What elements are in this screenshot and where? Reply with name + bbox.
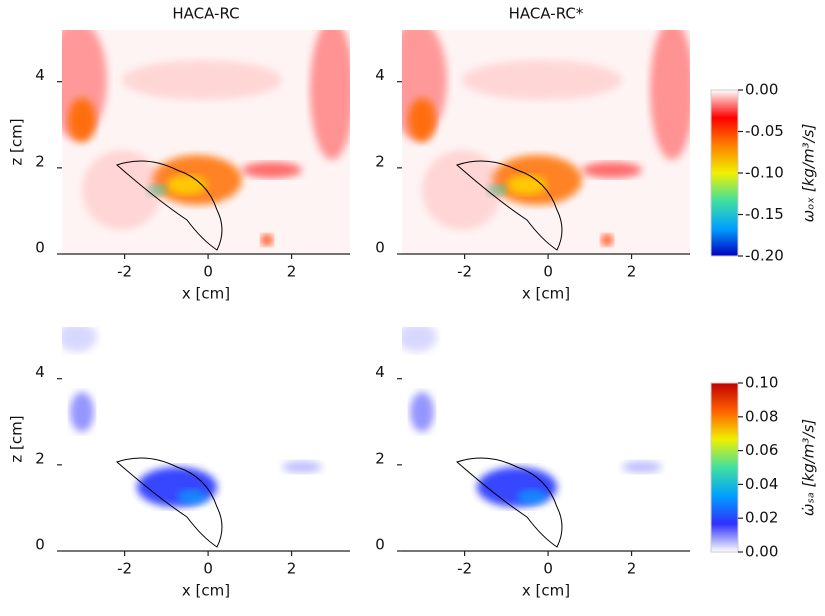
field-region: [602, 552, 612, 562]
colorbar-tick-label: 0.06: [745, 441, 778, 459]
field-region: [261, 234, 273, 246]
flame-contour: [456, 457, 563, 548]
x-tick-label: 0: [543, 263, 553, 281]
field-region: [137, 467, 217, 507]
field-region: [507, 175, 547, 195]
flame-contour: [456, 160, 563, 251]
field-region: [402, 327, 437, 352]
x-tick-label: -2: [457, 263, 472, 281]
y-tick-label: 4: [35, 66, 45, 84]
y-tick-label: 0: [375, 239, 385, 257]
field-region: [282, 461, 322, 473]
y-tick-label: 4: [35, 363, 45, 381]
field-background: [62, 327, 350, 551]
y-tick-label: 2: [35, 449, 45, 467]
field-region: [310, 30, 350, 160]
y-axis-label: z [cm]: [8, 118, 26, 165]
field-region: [582, 162, 642, 178]
colorbar-tick-label: 0.10: [745, 374, 778, 392]
field: [62, 327, 350, 562]
y-axis-label: z [cm]: [8, 415, 26, 462]
x-axis-label: x [cm]: [182, 285, 230, 303]
field-region: [408, 98, 436, 142]
field-region: [517, 489, 547, 505]
x-tick-label: 2: [627, 560, 637, 578]
field-region: [410, 392, 434, 432]
flame-contour: [116, 160, 223, 251]
y-tick-label: 2: [375, 152, 385, 170]
field-region: [82, 150, 162, 230]
x-tick-label: -2: [117, 263, 132, 281]
colorbar: [710, 382, 739, 553]
colorbar-tick-label: -0.20: [745, 247, 784, 265]
field: [62, 30, 350, 254]
field-region: [462, 60, 622, 100]
colorbar-tick-label: -0.10: [745, 164, 784, 182]
colorbar-label: ω̇ₛₐ [kg/m³/s]: [800, 419, 818, 516]
field-region: [650, 30, 690, 160]
field-region: [62, 327, 97, 352]
y-tick-label: 4: [375, 66, 385, 84]
field-region: [262, 552, 272, 562]
colorbar-label: ωₒₓ [kg/m³/s]: [800, 124, 818, 223]
field-background: [402, 327, 690, 551]
colorbar: [710, 89, 739, 257]
x-tick-label: 2: [627, 263, 637, 281]
field-region: [177, 489, 207, 505]
field: [402, 327, 690, 562]
x-tick-label: 0: [203, 560, 213, 578]
colorbar-tick-label: 0.00: [745, 543, 778, 561]
x-tick-label: -2: [117, 560, 132, 578]
field: [402, 30, 690, 254]
field-region: [70, 392, 94, 432]
panel-title: HACA-RC: [172, 5, 239, 23]
colorbar-tick-label: 0.02: [745, 509, 778, 527]
field-region: [242, 162, 302, 178]
field-region: [422, 150, 502, 230]
x-tick-label: 0: [203, 263, 213, 281]
y-tick-label: 2: [35, 152, 45, 170]
x-axis-label: x [cm]: [522, 285, 570, 303]
colorbar-tick-label: 0.00: [745, 81, 778, 99]
field-region: [622, 461, 662, 473]
y-tick-label: 0: [35, 536, 45, 554]
field-region: [167, 175, 207, 195]
field-region: [68, 98, 96, 142]
colorbar-tick-label: 0.04: [745, 475, 778, 493]
colorbar-tick-label: -0.05: [745, 122, 784, 140]
colorbar-tick-label: 0.08: [745, 407, 778, 425]
x-tick-label: 0: [543, 560, 553, 578]
y-tick-label: 0: [35, 239, 45, 257]
flame-contour: [116, 457, 223, 548]
field-region: [601, 234, 613, 246]
x-tick-label: 2: [287, 263, 297, 281]
y-tick-label: 4: [375, 363, 385, 381]
field-region: [122, 60, 282, 100]
y-tick-label: 2: [375, 449, 385, 467]
x-axis-label: x [cm]: [522, 582, 570, 600]
x-tick-label: 2: [287, 560, 297, 578]
x-tick-label: -2: [457, 560, 472, 578]
colorbar-tick-label: -0.15: [745, 205, 784, 223]
field-region: [477, 467, 557, 507]
x-axis-label: x [cm]: [182, 582, 230, 600]
y-tick-label: 0: [375, 536, 385, 554]
panel-title: HACA-RC*: [509, 5, 584, 23]
